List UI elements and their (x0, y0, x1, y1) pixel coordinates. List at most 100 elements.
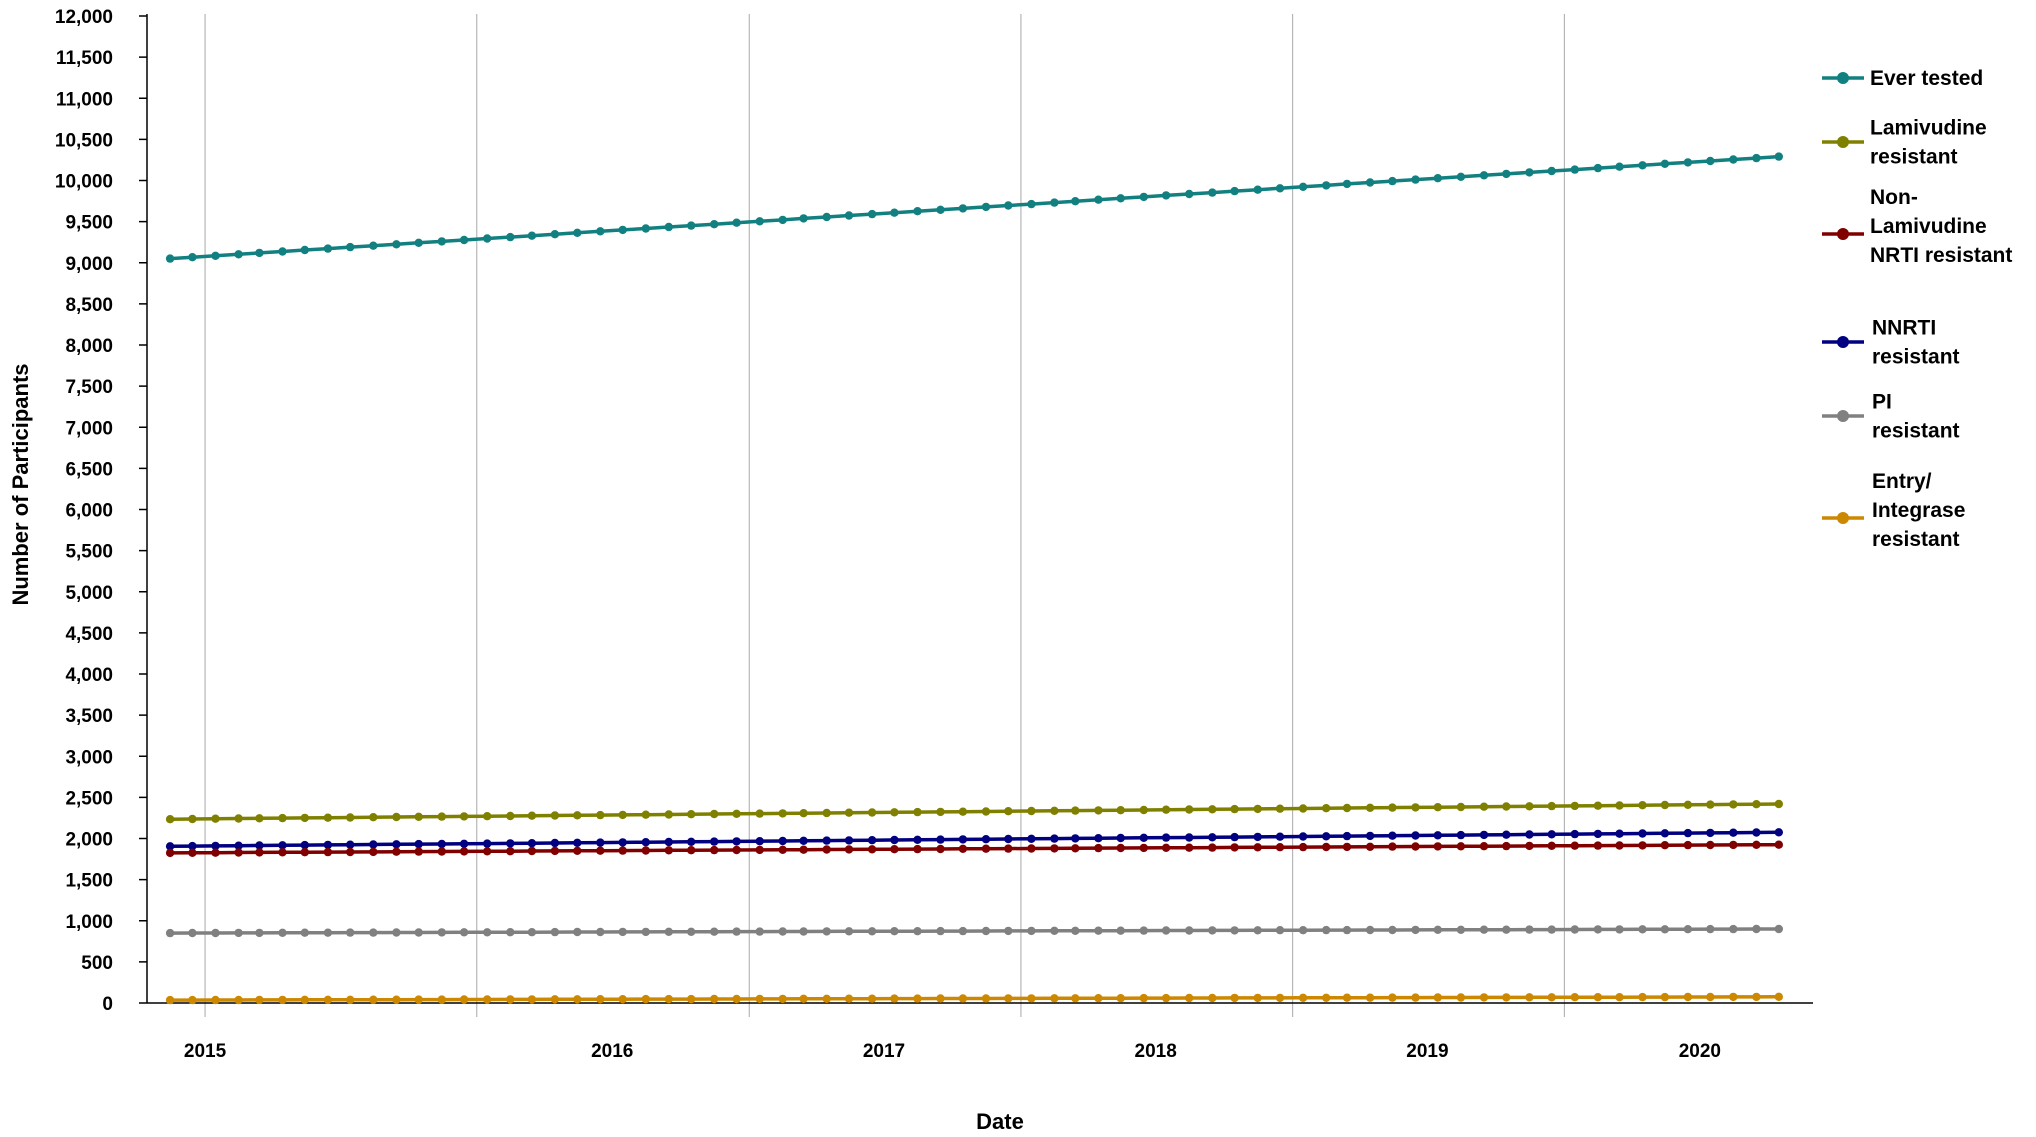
data-point (1638, 829, 1647, 838)
data-point (573, 927, 582, 937)
y-tick-label: 3,500 (65, 706, 113, 727)
data-point (755, 845, 764, 855)
data-point (1547, 841, 1556, 850)
series-group (165, 992, 1784, 1005)
data-point (1230, 832, 1239, 842)
data-point (1660, 159, 1670, 168)
x-tick-label: 2016 (591, 1041, 633, 1062)
data-point (300, 848, 309, 857)
data-point (1729, 155, 1738, 164)
data-point (1116, 926, 1125, 935)
data-point (1433, 925, 1443, 934)
data-point (483, 928, 492, 937)
data-point (550, 995, 560, 1004)
data-point (1050, 806, 1059, 815)
data-point (1456, 842, 1466, 851)
data-point (1752, 840, 1761, 849)
legend-label: Lamivudine (1870, 117, 1987, 140)
data-point (1071, 844, 1080, 853)
data-point (1683, 800, 1693, 809)
data-point (778, 215, 787, 225)
data-point (1322, 842, 1331, 852)
data-point (687, 221, 696, 230)
data-point (1479, 802, 1489, 811)
data-point (1683, 158, 1693, 167)
data-point (778, 927, 787, 936)
data-point (1116, 194, 1125, 203)
data-point (1660, 841, 1670, 850)
data-point (936, 994, 945, 1003)
data-point (1502, 925, 1511, 934)
data-point (687, 927, 696, 936)
data-point (844, 927, 854, 936)
data-point (1433, 993, 1443, 1002)
data-point (1456, 802, 1466, 812)
data-point (483, 995, 492, 1004)
data-point (1365, 842, 1375, 851)
data-point (1547, 993, 1556, 1002)
data-point (1388, 842, 1397, 851)
data-point (211, 814, 220, 823)
data-point (1298, 804, 1308, 813)
x-tick-label: 2020 (1679, 1041, 1721, 1062)
data-point (573, 811, 582, 820)
data-point (1502, 993, 1511, 1002)
data-point (1729, 800, 1738, 809)
data-point (844, 845, 854, 854)
series-group (165, 840, 1784, 858)
data-point (1275, 926, 1285, 935)
data-point (459, 928, 469, 937)
data-point (414, 839, 423, 849)
data-point (1388, 831, 1397, 840)
data-point (1388, 993, 1397, 1002)
data-point (1161, 191, 1171, 200)
data-point (1161, 833, 1171, 842)
data-point (527, 995, 537, 1004)
data-point (1411, 925, 1420, 935)
legend-swatch-marker (1837, 410, 1849, 422)
data-point (618, 225, 627, 235)
data-point (1774, 992, 1784, 1001)
data-point (1094, 994, 1103, 1003)
data-point (1342, 842, 1352, 852)
data-point (278, 995, 287, 1005)
data-point (936, 807, 945, 817)
data-point (1570, 165, 1580, 174)
data-point (664, 846, 673, 855)
data-point (1322, 804, 1331, 813)
series-group (165, 828, 1784, 851)
legend-swatch-marker (1837, 336, 1849, 348)
data-point (1729, 924, 1738, 934)
data-point (1275, 843, 1285, 852)
data-point (506, 847, 515, 856)
data-point (822, 994, 831, 1003)
data-point (1161, 926, 1171, 935)
data-point (890, 927, 899, 936)
data-point (618, 995, 627, 1004)
data-point (527, 231, 537, 240)
data-point (1411, 831, 1420, 840)
data-point (550, 846, 560, 856)
data-point (981, 202, 991, 212)
data-point (1185, 843, 1194, 852)
data-point (822, 836, 831, 845)
data-point (369, 813, 378, 822)
x-tick-label: 2015 (184, 1041, 227, 1062)
y-tick-label: 500 (81, 953, 113, 974)
data-point (550, 811, 560, 820)
data-point (1479, 993, 1489, 1002)
data-point (1729, 828, 1738, 837)
data-point (1615, 162, 1624, 171)
data-point (369, 928, 378, 937)
data-point (278, 813, 287, 823)
data-point (913, 994, 922, 1003)
data-point (1322, 925, 1331, 935)
data-point (755, 837, 764, 846)
data-point (844, 211, 854, 220)
data-point (346, 995, 355, 1004)
data-point (1752, 800, 1761, 809)
data-point (211, 848, 220, 857)
data-point (550, 927, 560, 937)
